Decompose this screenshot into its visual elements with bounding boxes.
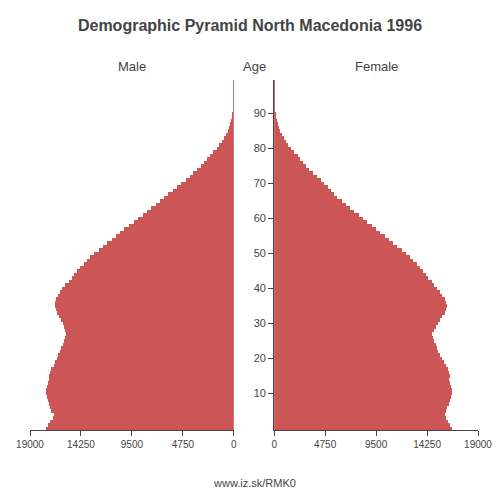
svg-text:9500: 9500 xyxy=(365,439,388,450)
svg-text:19000: 19000 xyxy=(464,439,492,450)
svg-text:40: 40 xyxy=(254,282,266,294)
svg-text:90: 90 xyxy=(254,107,266,119)
svg-text:19000: 19000 xyxy=(16,439,44,450)
svg-text:Female: Female xyxy=(355,59,398,74)
svg-text:0: 0 xyxy=(231,439,237,450)
svg-text:4750: 4750 xyxy=(172,439,195,450)
svg-text:50: 50 xyxy=(254,247,266,259)
svg-text:Male: Male xyxy=(118,59,146,74)
svg-text:www.iz.sk/RMK0: www.iz.sk/RMK0 xyxy=(213,477,296,489)
svg-text:Demographic Pyramid North Mace: Demographic Pyramid North Macedonia 1996 xyxy=(78,17,422,34)
svg-text:70: 70 xyxy=(254,177,266,189)
svg-text:14250: 14250 xyxy=(67,439,95,450)
svg-text:4750: 4750 xyxy=(314,439,337,450)
svg-text:60: 60 xyxy=(254,212,266,224)
svg-text:Age: Age xyxy=(243,59,266,74)
svg-text:30: 30 xyxy=(254,317,266,329)
svg-text:9500: 9500 xyxy=(121,439,144,450)
svg-text:20: 20 xyxy=(254,352,266,364)
svg-text:10: 10 xyxy=(254,387,266,399)
svg-text:80: 80 xyxy=(254,142,266,154)
svg-text:0: 0 xyxy=(271,439,277,450)
svg-text:14250: 14250 xyxy=(413,439,441,450)
